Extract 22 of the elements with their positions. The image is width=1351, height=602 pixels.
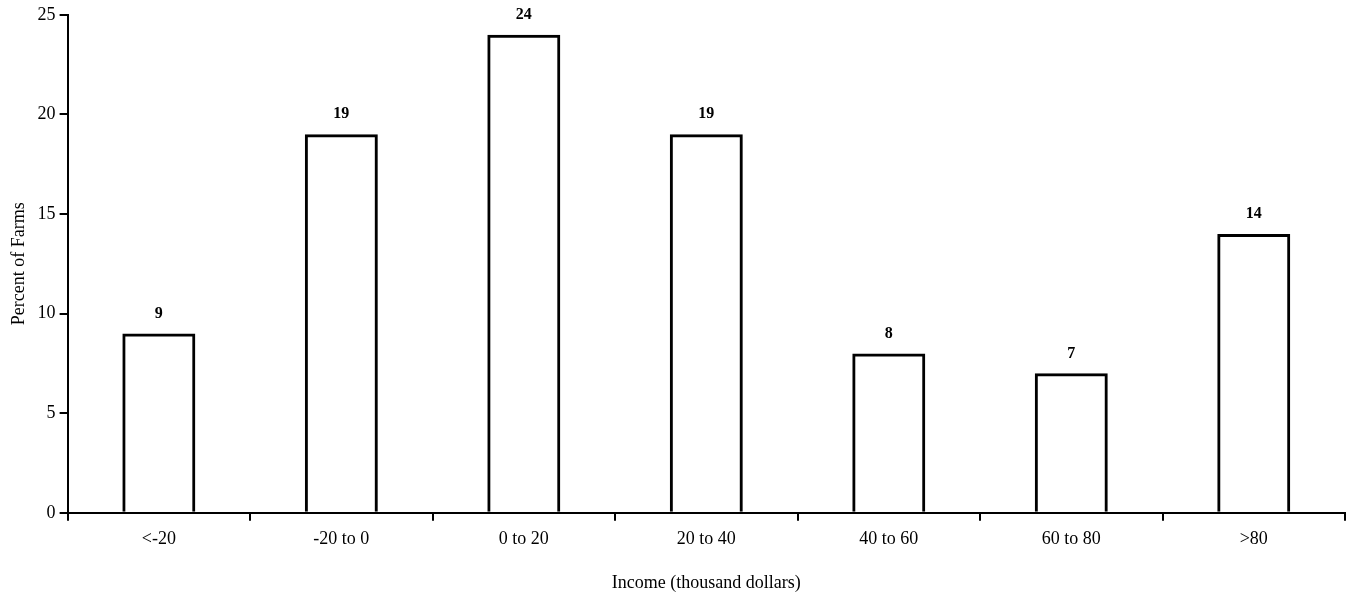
y-tick-label: 15 bbox=[37, 202, 56, 223]
data-label: 8 bbox=[884, 323, 893, 341]
y-axis-title: Percent of Farms bbox=[7, 202, 28, 326]
y-tick-label: 0 bbox=[46, 501, 56, 522]
data-label: 7 bbox=[1067, 343, 1076, 361]
data-label: 19 bbox=[333, 104, 350, 122]
y-tick-label: 10 bbox=[37, 302, 56, 323]
x-tick-label: >80 bbox=[1239, 528, 1268, 549]
x-tick-label: 20 to 40 bbox=[676, 528, 736, 549]
x-tick-label: 60 to 80 bbox=[1041, 528, 1101, 549]
x-tick-label: 0 to 20 bbox=[498, 528, 549, 549]
x-axis-title: Income (thousand dollars) bbox=[611, 571, 801, 593]
x-tick-label: <-20 bbox=[141, 528, 176, 549]
data-label: 19 bbox=[698, 104, 715, 122]
y-tick-label: 20 bbox=[37, 103, 56, 124]
data-label: 9 bbox=[154, 303, 163, 321]
data-label: 14 bbox=[1245, 204, 1262, 222]
y-tick-label: 25 bbox=[37, 3, 56, 24]
y-tick-label: 5 bbox=[46, 401, 56, 422]
x-tick-label: -20 to 0 bbox=[313, 528, 370, 549]
data-label: 24 bbox=[515, 4, 532, 22]
x-tick-label: 40 to 60 bbox=[859, 528, 919, 549]
